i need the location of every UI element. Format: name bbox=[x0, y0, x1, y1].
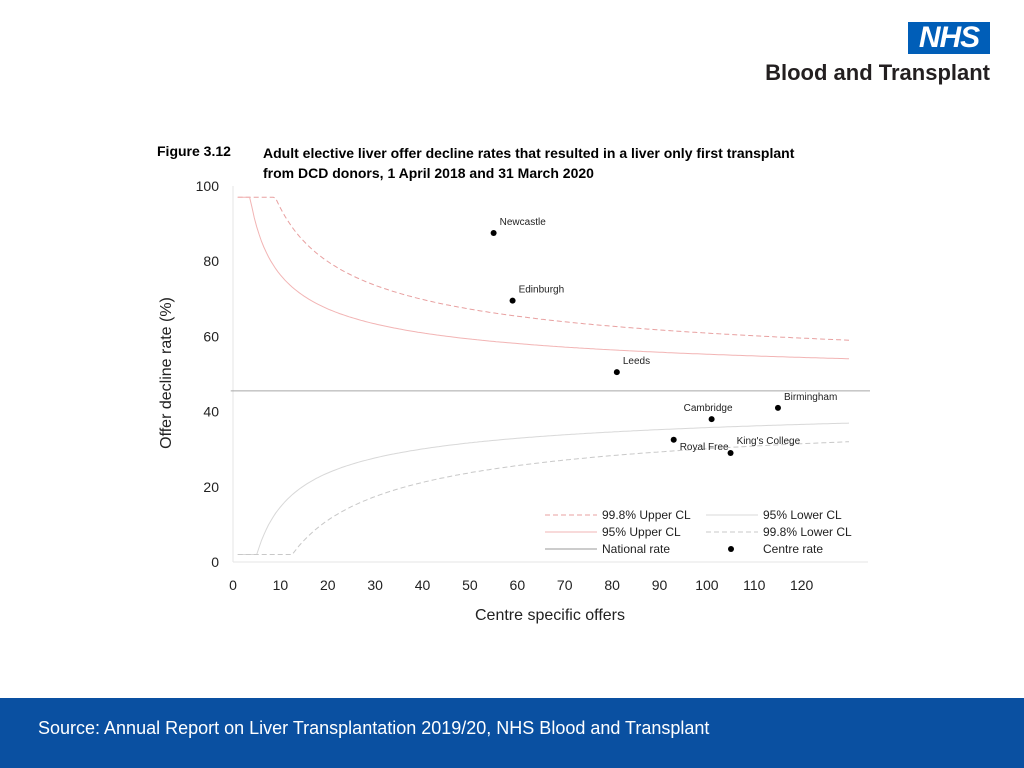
y-tick-label: 0 bbox=[211, 554, 219, 570]
centre-point[interactable] bbox=[613, 369, 620, 376]
x-tick-label: 120 bbox=[790, 577, 814, 593]
nhs-logo-text: NHS bbox=[918, 21, 980, 54]
x-tick-label: 60 bbox=[510, 577, 526, 593]
x-tick-label: 10 bbox=[273, 577, 289, 593]
centre-point[interactable] bbox=[509, 297, 516, 304]
legend-label: Centre rate bbox=[763, 542, 823, 556]
x-tick-label: 100 bbox=[695, 577, 719, 593]
legend-label: 95% Lower CL bbox=[763, 508, 842, 522]
centre-label: Newcastle bbox=[500, 217, 547, 228]
legend-key-centre-rate bbox=[728, 546, 734, 552]
centre-point[interactable] bbox=[490, 230, 497, 236]
centre-label: Birmingham bbox=[784, 392, 837, 403]
centre-label: Edinburgh bbox=[519, 285, 565, 296]
nhs-logo-box: NHS bbox=[908, 21, 990, 54]
source-note: Source: Annual Report on Liver Transplan… bbox=[38, 718, 710, 738]
legend-label: 99.8% Upper CL bbox=[602, 508, 691, 522]
upper-95-limit bbox=[237, 196, 849, 360]
organisation-name: Blood and Transplant bbox=[765, 60, 990, 85]
nhsbt-logo: NHS Blood and Transplant bbox=[760, 18, 1010, 90]
x-tick-label: 70 bbox=[557, 577, 573, 593]
centre-label: King's College bbox=[737, 436, 801, 447]
footer-bar: Source: Annual Report on Liver Transplan… bbox=[0, 698, 1024, 768]
centre-point[interactable] bbox=[708, 416, 715, 423]
upper-998-limit bbox=[237, 196, 850, 341]
centre-label: Royal Free bbox=[680, 442, 729, 453]
lower-998-limit bbox=[237, 441, 850, 555]
x-axis-label: Centre specific offers bbox=[475, 607, 625, 624]
x-tick-label: 110 bbox=[743, 577, 766, 593]
centre-point[interactable] bbox=[727, 449, 734, 456]
y-axis-label: Offer decline rate (%) bbox=[158, 297, 175, 449]
y-tick-label: 60 bbox=[203, 328, 219, 344]
centre-label: Leeds bbox=[623, 356, 650, 367]
x-tick-label: 90 bbox=[652, 577, 668, 593]
centre-point[interactable] bbox=[670, 436, 677, 443]
y-tick-label: 40 bbox=[203, 404, 219, 420]
figure-label: Figure 3.12 bbox=[157, 143, 231, 159]
centre-label: Cambridge bbox=[684, 403, 733, 414]
y-tick-label: 20 bbox=[203, 479, 219, 495]
legend-label: 99.8% Lower CL bbox=[763, 525, 852, 539]
x-tick-label: 80 bbox=[604, 577, 620, 593]
y-tick-label: 80 bbox=[203, 253, 219, 269]
x-tick-label: 40 bbox=[415, 577, 431, 593]
centre-point[interactable] bbox=[774, 404, 781, 411]
x-tick-label: 50 bbox=[462, 577, 478, 593]
legend-label: National rate bbox=[602, 542, 670, 556]
x-tick-label: 30 bbox=[367, 577, 383, 593]
legend-label: 95% Upper CL bbox=[602, 525, 681, 539]
lower-95-limit bbox=[237, 422, 850, 555]
figure-title: Adult elective liver offer decline rates… bbox=[263, 145, 795, 181]
x-tick-label: 0 bbox=[229, 577, 237, 593]
x-tick-label: 20 bbox=[320, 577, 336, 593]
y-tick-label: 100 bbox=[196, 178, 220, 194]
